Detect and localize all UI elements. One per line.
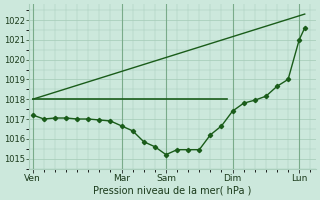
X-axis label: Pression niveau de la mer( hPa ): Pression niveau de la mer( hPa ) <box>93 186 252 196</box>
